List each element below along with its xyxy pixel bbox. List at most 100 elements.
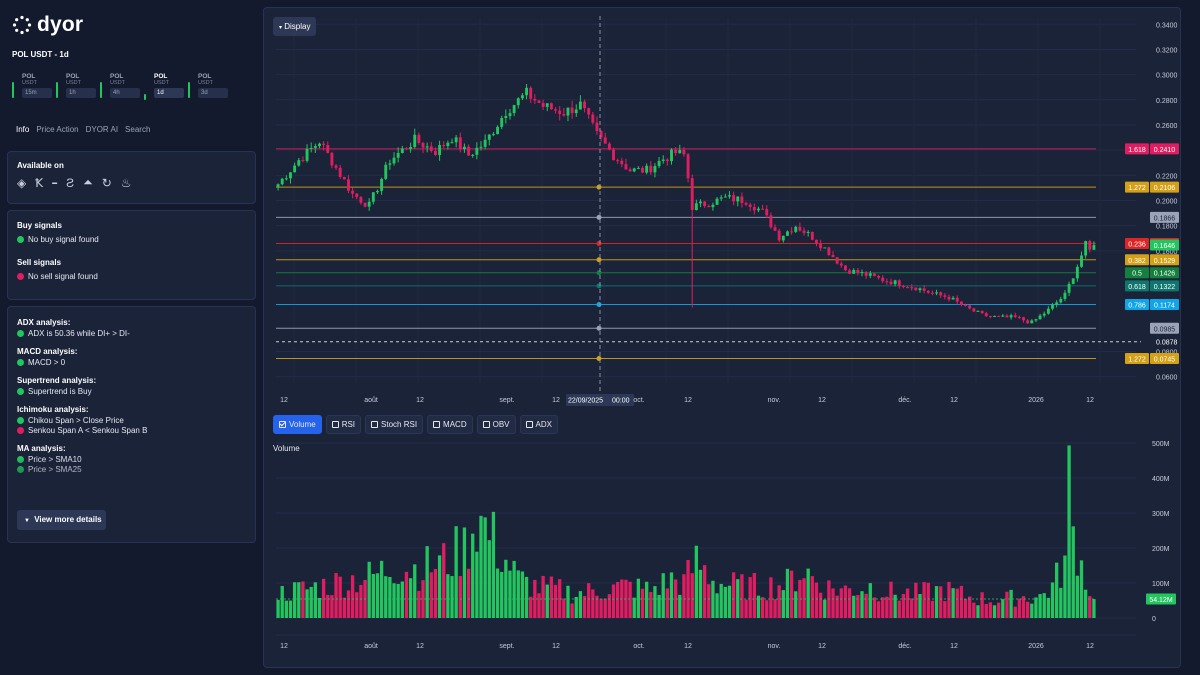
volume-tick-label: 500M (1152, 441, 1170, 448)
candle-body (703, 201, 707, 207)
chart-panel: 0.34000.32000.30000.28000.26000.24000.22… (263, 7, 1181, 668)
volume-bar (297, 582, 301, 618)
volume-bar (1042, 593, 1046, 618)
volume-bar (309, 586, 313, 618)
volume-bar (558, 579, 562, 618)
candle-body (744, 202, 748, 205)
analysis-text: Chikou Span > Close Price (28, 416, 124, 425)
candle-body (831, 255, 835, 258)
volume-bar (367, 561, 371, 618)
fib-level-marker (596, 184, 602, 190)
price-chart[interactable]: 0.34000.32000.30000.28000.26000.24000.22… (264, 8, 1182, 669)
status-face-icon (17, 427, 24, 434)
buy-signal-text: No buy signal found (28, 235, 99, 244)
candle-body (425, 146, 429, 148)
refresh-icon[interactable]: ↻ (101, 175, 112, 190)
timeframe-1h[interactable]: POL USDT 1h (56, 73, 96, 98)
timeframe-selector: POL USDT 15m POL USDT 1h POL USDT 4h POL USDT 1d POL… (12, 73, 228, 100)
time-tick-label: 12 (552, 643, 560, 650)
tab-dyor-ai[interactable]: DYOR AI (85, 125, 119, 134)
candle-body (400, 148, 404, 153)
time-tick-label: 12 (416, 397, 424, 404)
candle-body (897, 280, 901, 287)
volume-bar (305, 589, 309, 618)
timeframe-3d[interactable]: POL USDT 3d (188, 73, 228, 98)
volume-bar (947, 581, 951, 618)
fib-ratio-tag (1125, 267, 1149, 279)
candle-body (947, 296, 951, 300)
logo[interactable]: dyor (12, 13, 83, 37)
volume-pane-title: Volume (273, 444, 300, 453)
analysis-block: MACD analysis: MACD > 0 (17, 347, 246, 367)
volume-bar (288, 600, 293, 618)
candle-body (284, 178, 288, 180)
candle-body (1059, 298, 1063, 303)
swap-icon[interactable]: Ƨ (66, 175, 75, 190)
candle-body (558, 110, 562, 114)
time-tick-label: nov. (768, 397, 781, 404)
candle-body (454, 137, 458, 143)
candle-body (972, 308, 976, 312)
candle-body (574, 109, 578, 114)
volume-bar (574, 596, 578, 618)
indicator-toggle-adx[interactable]: ADX (519, 415, 558, 434)
tab-price-action[interactable]: Price Action (36, 125, 79, 134)
volume-bar (607, 594, 612, 618)
volume-bar (599, 598, 603, 618)
analysis-line: Chikou Span > Close Price (17, 416, 246, 425)
candle-body (715, 198, 719, 205)
volume-bar (400, 581, 404, 618)
candle-body (649, 165, 653, 173)
timeframe-symbol: POL (66, 73, 80, 80)
mountain-icon[interactable]: ⏶ (83, 175, 93, 189)
indicator-toggle-macd[interactable]: MACD (427, 415, 473, 434)
candle-body (367, 201, 371, 207)
candle-body (765, 209, 769, 216)
timeframe-4h[interactable]: POL USDT 4h (100, 73, 140, 98)
volume-bar (396, 583, 400, 618)
candle-body (1055, 302, 1059, 305)
display-button[interactable]: ▾ Display (273, 17, 317, 36)
candle-body (545, 103, 549, 107)
analysis-card: ADX analysis: ADX is 50.36 while DI+ > DI… (7, 306, 256, 543)
candle-body (396, 152, 400, 158)
volume-bar (893, 594, 897, 618)
candle-body (1005, 315, 1009, 318)
current-volume-tag (1146, 593, 1176, 605)
candle-body (603, 137, 607, 144)
indicator-toggle-volume[interactable]: Volume (273, 415, 322, 434)
tab-search[interactable]: Search (125, 125, 151, 134)
timeframe-symbol: POL (110, 73, 124, 80)
bybit-icon[interactable]: ▬ (52, 179, 58, 186)
volume-bar (794, 591, 798, 618)
timeframe-1d[interactable]: POL USDT 1d (144, 73, 184, 100)
candle-body (893, 280, 897, 285)
candle-body (504, 116, 508, 119)
candle-body (761, 208, 765, 210)
tab-info[interactable]: Info (16, 125, 30, 134)
candle-body (839, 263, 843, 266)
volume-bar (466, 568, 471, 618)
flame-icon[interactable]: ♨ (120, 175, 132, 190)
time-tick-label: oct. (633, 643, 644, 650)
volume-bar (1059, 587, 1063, 618)
kucoin-icon[interactable]: Ꝁ (35, 175, 44, 190)
candle-body (959, 301, 963, 305)
indicator-toggle-stoch-rsi[interactable]: Stoch RSI (365, 415, 424, 434)
volume-tick-label: 200M (1152, 546, 1170, 553)
candle-body (860, 272, 864, 274)
price-tick-label: 0.0600 (1156, 375, 1178, 382)
binance-icon[interactable]: ◈ (17, 175, 27, 190)
view-more-button[interactable]: ▼ View more details (17, 510, 106, 530)
volume-bar (529, 596, 533, 618)
volume-bar (649, 592, 653, 618)
volume-bar (1038, 594, 1042, 618)
candle-body (781, 235, 785, 241)
time-tick-label: 2026 (1028, 643, 1044, 650)
candle-body (496, 126, 500, 135)
indicator-toggle-rsi[interactable]: RSI (325, 415, 362, 434)
buy-signal-status: No buy signal found (17, 235, 246, 244)
candle-body (918, 288, 922, 291)
indicator-toggle-obv[interactable]: OBV (476, 415, 516, 434)
timeframe-15m[interactable]: POL USDT 15m (12, 73, 52, 98)
